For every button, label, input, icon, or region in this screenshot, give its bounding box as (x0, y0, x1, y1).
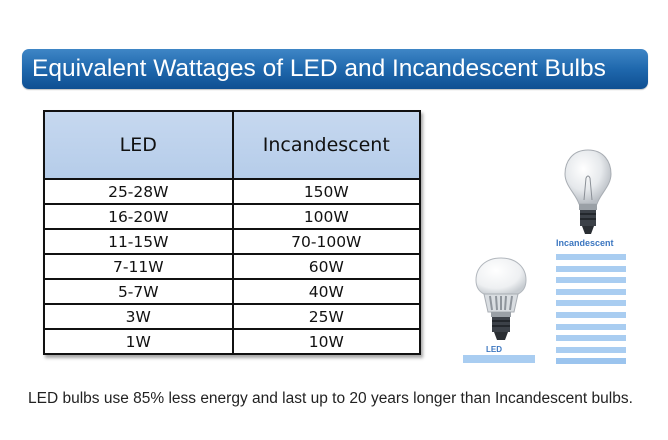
led-bulb-icon (475, 257, 527, 340)
incandescent-wattage-cell: 100W (231, 203, 422, 230)
incandescent-wattage-cell: 10W (231, 328, 422, 355)
led-wattage-cell: 11-15W (43, 228, 234, 255)
energy-bar (556, 311, 626, 318)
incandescent-label: Incandescent (556, 238, 614, 248)
table-row: 16-20W 100W (43, 203, 422, 230)
led-wattage-cell: 25-28W (43, 178, 234, 205)
table-row: 25-28W 150W (43, 178, 422, 205)
incandescent-wattage-cell: 60W (231, 253, 422, 280)
led-label: LED (486, 345, 502, 354)
table-row: 5-7W 40W (43, 278, 422, 305)
led-wattage-cell: 5-7W (43, 278, 234, 305)
energy-bar (556, 277, 626, 284)
energy-bar (556, 335, 626, 342)
energy-bar (556, 346, 626, 353)
energy-bar (556, 254, 626, 260)
incandescent-column-header: Incandescent (231, 110, 422, 180)
incandescent-wattage-cell: 25W (231, 303, 422, 330)
led-energy-bar (463, 355, 535, 363)
incandescent-wattage-cell: 70-100W (231, 228, 422, 255)
incandescent-wattage-cell: 40W (231, 278, 422, 305)
incandescent-energy-bars (556, 254, 626, 370)
energy-bar (556, 323, 626, 330)
table-row: 3W 25W (43, 303, 422, 330)
wattage-table: LED Incandescent 25-28W 150W 16-20W 100W… (43, 110, 422, 355)
incandescent-wattage-cell: 150W (231, 178, 422, 205)
energy-bar (556, 300, 626, 307)
table-row: 11-15W 70-100W (43, 228, 422, 255)
energy-bar (556, 358, 626, 365)
page-title: Equivalent Wattages of LED and Incandesc… (32, 55, 606, 82)
led-wattage-cell: 16-20W (43, 203, 234, 230)
table-header-row: LED Incandescent (43, 110, 422, 180)
energy-bar (556, 265, 626, 272)
energy-savings-caption: LED bulbs use 85% less energy and last u… (28, 390, 633, 407)
table-row: 7-11W 60W (43, 253, 422, 280)
energy-bar (556, 288, 626, 295)
title-banner: Equivalent Wattages of LED and Incandesc… (22, 49, 648, 89)
led-wattage-cell: 7-11W (43, 253, 234, 280)
table-row: 1W 10W (43, 328, 422, 355)
led-column-header: LED (43, 110, 234, 180)
led-wattage-cell: 3W (43, 303, 234, 330)
led-wattage-cell: 1W (43, 328, 234, 355)
incandescent-bulb-icon (564, 149, 612, 234)
